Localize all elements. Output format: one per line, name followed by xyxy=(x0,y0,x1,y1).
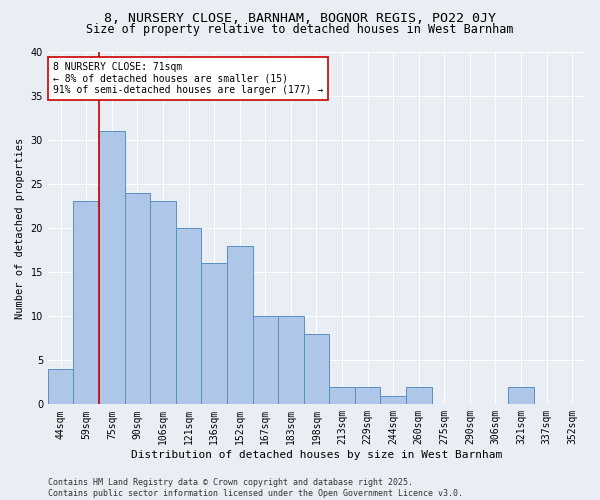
Bar xyxy=(508,386,534,404)
Bar xyxy=(99,131,125,404)
Text: 8 NURSERY CLOSE: 71sqm
← 8% of detached houses are smaller (15)
91% of semi-deta: 8 NURSERY CLOSE: 71sqm ← 8% of detached … xyxy=(53,62,323,96)
Bar xyxy=(48,369,73,404)
Bar xyxy=(202,263,227,404)
Bar xyxy=(227,246,253,404)
Bar xyxy=(253,316,278,404)
Bar xyxy=(329,386,355,404)
Y-axis label: Number of detached properties: Number of detached properties xyxy=(15,138,25,318)
Bar xyxy=(150,202,176,404)
Bar xyxy=(355,386,380,404)
Bar xyxy=(125,192,150,404)
Bar xyxy=(176,228,202,404)
Text: Contains HM Land Registry data © Crown copyright and database right 2025.
Contai: Contains HM Land Registry data © Crown c… xyxy=(48,478,463,498)
Bar xyxy=(380,396,406,404)
X-axis label: Distribution of detached houses by size in West Barnham: Distribution of detached houses by size … xyxy=(131,450,502,460)
Text: 8, NURSERY CLOSE, BARNHAM, BOGNOR REGIS, PO22 0JY: 8, NURSERY CLOSE, BARNHAM, BOGNOR REGIS,… xyxy=(104,12,496,26)
Bar xyxy=(73,202,99,404)
Bar xyxy=(278,316,304,404)
Bar xyxy=(304,334,329,404)
Text: Size of property relative to detached houses in West Barnham: Size of property relative to detached ho… xyxy=(86,22,514,36)
Bar xyxy=(406,386,431,404)
